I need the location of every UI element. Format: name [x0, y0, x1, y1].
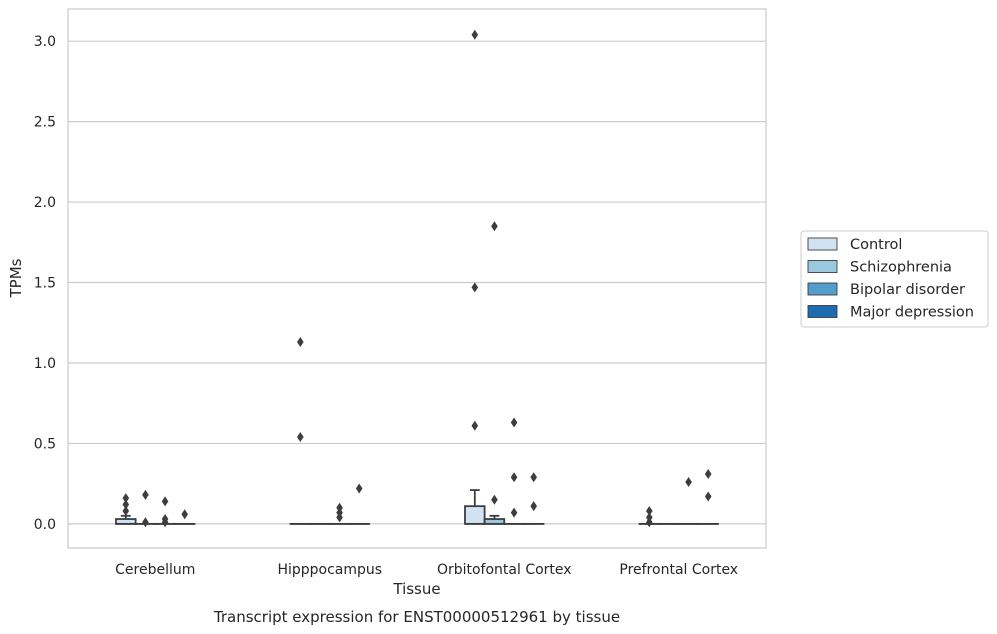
legend-swatch — [807, 305, 838, 318]
y-axis-ticks: 0.0 0.5 1.0 1.5 2.0 2.5 3.0 — [34, 34, 56, 533]
y-tick-label: 2.0 — [34, 195, 56, 211]
box-group — [348, 483, 370, 525]
outlier-point — [142, 489, 149, 500]
box-group — [115, 493, 137, 525]
y-tick-label: 3.0 — [34, 34, 56, 50]
outlier-point — [491, 221, 498, 232]
box — [464, 505, 486, 525]
outlier-point — [471, 420, 479, 431]
y-axis-label: TPMs — [7, 258, 25, 298]
y-tick-label: 1.5 — [34, 276, 56, 292]
outlier-point — [142, 517, 149, 528]
outlier-point — [297, 431, 304, 442]
outlier-point — [161, 514, 169, 525]
outlier-point — [122, 505, 130, 516]
legend-label: Major depression — [850, 305, 974, 321]
box-group — [154, 496, 176, 528]
outlier-point — [704, 468, 712, 479]
outlier-point — [530, 472, 537, 483]
x-axis-ticks: Cerebellum Hipppocampus Orbitofontal Corte… — [115, 562, 738, 578]
legend-swatch — [807, 260, 838, 273]
chart-caption: Transcript expression for ENST0000051296… — [213, 608, 620, 626]
outlier-point — [510, 417, 518, 428]
outlier-point — [510, 472, 518, 483]
box-plot-area — [115, 29, 719, 528]
box-group — [134, 489, 157, 528]
legend-swatch — [807, 282, 838, 296]
outlier-point — [181, 509, 188, 520]
outlier-point — [471, 29, 479, 40]
x-tick-label: Prefrontal Cortex — [619, 562, 738, 578]
outlier-point — [704, 491, 712, 502]
outlier-point — [491, 494, 498, 505]
outlier-point — [510, 507, 518, 518]
box-group — [638, 505, 661, 528]
outlier-point — [646, 512, 653, 523]
box-group — [697, 468, 719, 525]
box-group — [483, 221, 506, 525]
outlier-point — [336, 502, 343, 513]
outlier-point — [646, 505, 653, 516]
legend-label: Control — [850, 237, 902, 253]
x-tick-label: Cerebellum — [115, 562, 195, 578]
y-tick-label: 1.0 — [34, 356, 56, 372]
plot-frame — [67, 8, 767, 549]
outlier-point — [297, 337, 304, 348]
outlier-point — [471, 282, 479, 293]
box-group — [522, 472, 545, 525]
legend-frame — [800, 230, 989, 328]
outlier-point — [685, 477, 692, 488]
legend-label: Schizophrenia — [850, 260, 952, 276]
legend-swatch — [807, 237, 838, 251]
y-tick-label: 2.5 — [34, 115, 56, 131]
y-tick-label: 0.5 — [34, 436, 56, 452]
box-group — [464, 29, 486, 525]
x-tick-label: Hipppocampus — [277, 562, 382, 578]
outlier-point — [530, 501, 537, 512]
x-tick-label: Orbitofontal Cortex — [437, 562, 572, 578]
box-group — [173, 509, 196, 525]
legend: Control Schizophrenia Bipolar disorder Majo… — [800, 230, 989, 328]
outlier-point — [355, 483, 363, 494]
legend-label: Bipolar disorder — [850, 282, 965, 298]
box-group — [289, 337, 312, 525]
box-group — [328, 502, 351, 525]
outlier-point — [122, 499, 130, 510]
outlier-point — [161, 496, 169, 507]
outlier-point — [122, 493, 130, 504]
gridlines — [68, 40, 766, 525]
y-tick-label: 0.0 — [34, 517, 56, 533]
box-group — [677, 477, 700, 525]
box-group — [503, 417, 525, 525]
x-axis-label: Tissue — [392, 580, 440, 598]
